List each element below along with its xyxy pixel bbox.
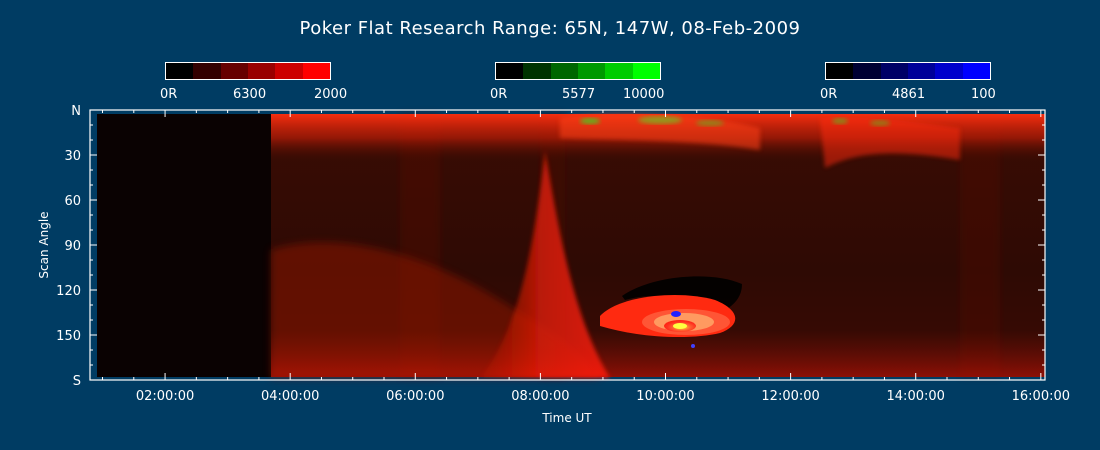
x-tick-label: 02:00:00	[136, 389, 194, 404]
x-tick-label: 12:00:00	[761, 389, 819, 404]
colorbar-5577-segment	[496, 63, 524, 79]
colorbar-4861-segment	[935, 63, 963, 79]
colorbar-6300	[165, 62, 331, 80]
x-tick-label: 06:00:00	[386, 389, 444, 404]
colorbar-6300-segment	[247, 63, 276, 79]
x-tick-label: 16:00:00	[1012, 389, 1070, 404]
colorbar-6300-min-label: 0R	[160, 87, 178, 102]
keogram-image	[97, 113, 1045, 378]
colorbar-6300-segment	[275, 63, 303, 79]
green-aurora-patch	[580, 118, 600, 124]
x-tick-label: 14:00:00	[887, 389, 945, 404]
x-axis-title: Time UT	[541, 411, 592, 425]
colorbar-5577-segment	[523, 63, 551, 79]
blue-emission-spot	[691, 344, 695, 348]
x-tick-label: 04:00:00	[261, 389, 319, 404]
green-aurora-patch	[696, 120, 724, 126]
colorbar-4861-max-label: 100	[971, 87, 996, 102]
colorbar-4861-segment	[907, 63, 936, 79]
y-tick-label: 90	[64, 239, 81, 254]
green-aurora-patch	[638, 116, 682, 124]
colorbar-6300-segment	[302, 63, 330, 79]
no-data-region	[97, 114, 271, 377]
colorbar-4861-segment	[826, 63, 854, 79]
x-tick-label: 08:00:00	[511, 389, 569, 404]
green-aurora-patch	[870, 120, 890, 126]
colorbar-5577-segment	[550, 63, 578, 79]
blue-emission-spot	[671, 311, 681, 317]
y-tick-label: N	[71, 104, 81, 119]
y-tick-label: 60	[64, 194, 81, 209]
y-tick-label: 30	[64, 149, 81, 164]
x-axis-ticks: 02:00:00 04:00:00 06:00:00 08:00:00 10:00:00…	[102, 110, 1070, 404]
colorbar-6300-segment	[166, 63, 194, 79]
colorbar-5577-segment	[577, 63, 606, 79]
y-tick-label: 150	[56, 329, 81, 344]
colorbar-5577-segment	[632, 63, 660, 79]
enhancement-peak	[673, 323, 687, 329]
green-aurora-patch	[832, 118, 848, 124]
y-tick-label: 120	[56, 284, 81, 299]
colorbar-4861-min-label: 0R	[820, 87, 838, 102]
colorbar-6300-segment	[220, 63, 248, 79]
x-tick-label: 10:00:00	[636, 389, 694, 404]
colorbar-6300-name-label: 6300	[233, 87, 267, 102]
colorbar-4861-name-label: 4861	[892, 87, 926, 102]
colorbar-4861-segment	[962, 63, 990, 79]
y-axis-ticks: N 30 60 90 120 150 S	[56, 104, 1045, 389]
colorbar-6300-max-label: 2000	[314, 87, 348, 102]
colorbar-6300-segment	[193, 63, 221, 79]
colorbar-5577-segment	[605, 63, 633, 79]
red-wedge	[480, 150, 610, 378]
y-axis-title: Scan Angle	[37, 211, 51, 278]
colorbar-5577	[495, 62, 661, 80]
colorbar-4861-segment	[853, 63, 881, 79]
colorbar-5577-name-label: 5577	[562, 87, 596, 102]
bottom-glow	[271, 330, 1045, 377]
colorbar-5577-max-label: 10000	[623, 87, 665, 102]
y-tick-label: S	[73, 374, 81, 389]
bright-northern-arc	[820, 117, 960, 168]
colorbar-4861	[825, 62, 991, 80]
colorbar-5577-min-label: 0R	[490, 87, 508, 102]
colorbar-4861-segment	[880, 63, 908, 79]
chart-title: Poker Flat Research Range: 65N, 147W, 08…	[299, 18, 801, 39]
